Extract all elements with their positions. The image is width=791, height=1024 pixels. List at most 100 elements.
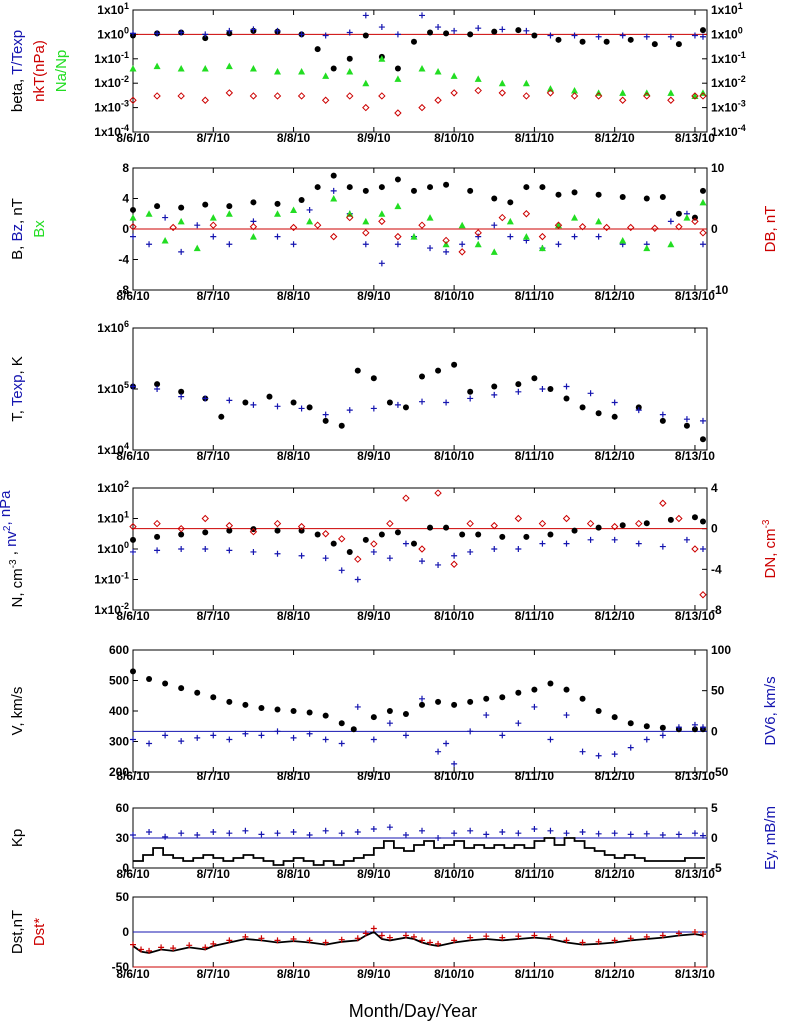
data-point [659,732,666,739]
data-point [370,925,377,932]
data-point [350,726,357,733]
data-point [226,937,233,944]
data-point [298,405,305,412]
data-point [386,519,394,528]
data-point [515,720,522,727]
data-point [290,241,297,248]
data-point [306,832,313,838]
x-tick-label: 8/9/10 [357,289,391,303]
data-point [386,555,393,562]
data-point [595,410,602,417]
y-right-axis-label: Ey, mB/m [762,806,779,870]
data-point [370,736,377,743]
data-point [419,937,426,944]
data-point [499,732,506,739]
y-right-tick-label: 1x10-4 [711,123,746,139]
data-point [563,395,570,402]
panels-group: 8/6/10 8/7/10 8/8/10 8/9/10 8/10/10 8/11/10 8/… [0,1,779,981]
data-point [443,248,450,255]
data-point [483,695,490,702]
x-tick-label: 8/7/10 [197,449,231,463]
data-point [338,830,345,837]
y-axis-label: nkT(nPa) [31,40,48,102]
data-point [194,222,201,229]
y-axis-label: Bx [31,220,48,238]
data-point [459,241,466,248]
data-point [466,519,474,528]
data-point [499,533,506,540]
data-point [378,24,385,31]
y-right-tick-label: 1x101 [711,1,743,17]
data-point [130,941,136,948]
data-point [595,938,602,945]
data-point [153,519,161,528]
data-point [443,30,450,37]
y-tick-label: 1x104 [97,441,129,457]
data-point [579,695,586,702]
data-point [643,723,650,730]
data-point [386,708,393,714]
data-point [571,32,578,39]
data-point [667,240,675,248]
data-point [579,38,586,45]
data-point [595,217,603,225]
y-right-tick-label: 1x10-1 [711,50,746,66]
data-point [467,31,474,38]
data-point [659,543,666,550]
y-tick-label: -8 [118,283,129,297]
data-point [338,936,345,943]
data-point [659,193,666,200]
data-point [242,730,249,737]
y-tick-label: 0 [122,222,129,236]
data-point [467,934,474,941]
data-point [595,830,602,837]
x-tick-label: 8/7/10 [197,289,231,303]
x-tick-label: 8/10/10 [434,131,474,145]
data-point [531,686,538,693]
data-point [467,698,474,705]
data-point [410,38,417,45]
y-tick-label: 500 [109,674,129,688]
data-point [362,103,370,112]
data-point [322,411,329,418]
x-tick-label: 8/12/10 [595,769,635,783]
data-point [691,726,698,733]
data-point [274,27,281,34]
data-point [515,689,522,696]
data-point [555,36,562,43]
data-point [362,12,369,19]
data-point [675,223,683,231]
data-point [691,217,699,226]
y-tick-label: 1x106 [97,319,129,335]
data-point [210,694,217,701]
data-point [651,41,658,48]
x-tick-label: 8/11/10 [515,769,555,783]
data-point [491,222,498,229]
data-point [378,184,385,191]
y-right-tick-label: 0 [711,222,718,236]
data-point [547,386,554,392]
x-tick-label: 8/9/10 [357,609,391,623]
panel-3: 8/6/10 8/7/10 8/8/10 8/9/10 8/10/10 8/11/10 8/… [9,319,715,463]
data-point [522,210,531,218]
data-point [362,217,370,225]
data-point [298,527,305,534]
data-point [563,937,570,944]
data-point [402,540,409,547]
data-point [298,197,305,204]
data-point [322,736,329,743]
x-tick-label: 8/9/10 [357,449,391,463]
data-point [177,524,185,533]
data-point [426,214,434,221]
data-point [226,830,233,837]
x-tick-label: 8/13/10 [675,769,715,783]
series-n [130,514,706,555]
data-point [531,703,538,710]
data-point [475,25,482,32]
data-point [346,213,354,222]
y-right-axis-label: DV6, km/s [762,676,779,745]
x-tick-label: 8/10/10 [434,769,474,783]
data-point [386,824,393,831]
data-point [523,533,530,540]
data-point [667,96,675,104]
